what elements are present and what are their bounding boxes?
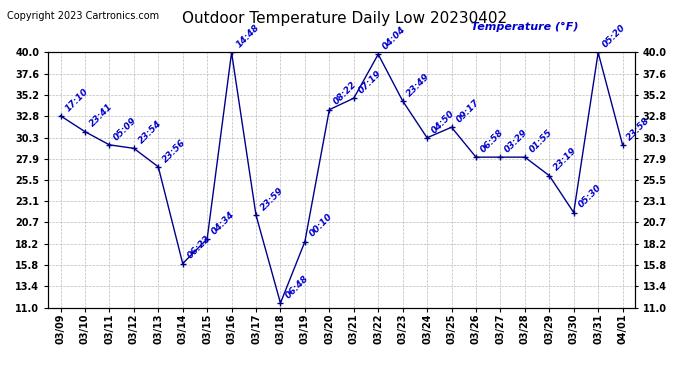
Text: 06:22: 06:22 [186, 234, 212, 261]
Text: 23:58: 23:58 [625, 116, 652, 142]
Text: 04:50: 04:50 [430, 108, 457, 135]
Text: 08:22: 08:22 [332, 80, 359, 107]
Text: 23:59: 23:59 [259, 186, 286, 212]
Text: 23:56: 23:56 [161, 137, 188, 164]
Text: 00:10: 00:10 [308, 212, 334, 239]
Text: 06:48: 06:48 [283, 274, 310, 300]
Text: 05:30: 05:30 [576, 183, 603, 210]
Text: 01:55: 01:55 [528, 128, 554, 154]
Text: 23:19: 23:19 [552, 146, 579, 173]
Text: Copyright 2023 Cartronics.com: Copyright 2023 Cartronics.com [7, 11, 159, 21]
Text: 06:58: 06:58 [479, 128, 505, 154]
Text: 05:20: 05:20 [601, 23, 627, 50]
Text: 09:17: 09:17 [454, 98, 481, 124]
Text: 04:04: 04:04 [381, 25, 408, 51]
Text: 23:41: 23:41 [88, 102, 115, 129]
Text: Temperature (°F): Temperature (°F) [471, 22, 578, 32]
Text: 04:34: 04:34 [210, 210, 237, 236]
Text: 07:19: 07:19 [357, 69, 383, 96]
Text: 23:54: 23:54 [137, 119, 164, 146]
Text: 03:29: 03:29 [503, 128, 530, 154]
Text: 14:48: 14:48 [235, 23, 261, 50]
Text: 05:09: 05:09 [112, 116, 139, 142]
Text: Outdoor Temperature Daily Low 20230402: Outdoor Temperature Daily Low 20230402 [182, 11, 508, 26]
Text: 23:49: 23:49 [406, 72, 432, 98]
Text: 17:10: 17:10 [63, 86, 90, 113]
